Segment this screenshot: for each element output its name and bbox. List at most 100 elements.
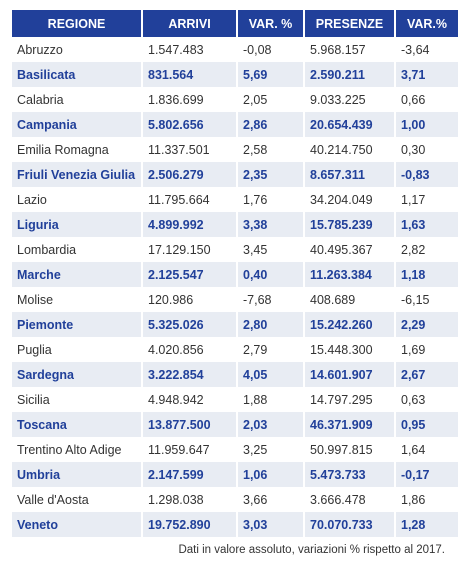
region-cell: Abruzzo <box>17 42 63 57</box>
region-cell: Campania <box>12 112 142 137</box>
table-row: Toscana 13.877.500 2,03 46.371.909 0,95 <box>12 412 458 437</box>
value-cell: 5,69 <box>236 62 304 87</box>
table-row: Veneto 19.752.890 3,03 70.070.733 1,28 <box>12 512 458 537</box>
value-cell: 17.129.150 <box>141 237 237 262</box>
region-cell: Toscana <box>12 412 142 437</box>
value-cell: 70.070.733 <box>303 512 395 537</box>
value-cell: 46.371.909 <box>303 412 395 437</box>
value-cell: 4.899.992 <box>141 212 237 237</box>
table-row: Piemonte 5.325.026 2,80 15.242.260 2,29 <box>12 312 458 337</box>
value-cell: 2,29 <box>394 312 458 337</box>
table-row: Sicilia 4.948.942 1,88 14.797.295 0,63 <box>12 387 458 412</box>
header-cell: PRESENZE <box>303 10 395 37</box>
value-cell: 5.802.656 <box>141 112 237 137</box>
value-cell: 3,71 <box>394 62 458 87</box>
value-cell: 5.968.157 <box>303 37 395 62</box>
value-cell: 2,80 <box>236 312 304 337</box>
value-cell: 5.325.026 <box>141 312 237 337</box>
value-cell: 1,63 <box>394 212 458 237</box>
value-cell: 2,82 <box>394 237 458 262</box>
region-cell: Liguria <box>12 212 142 237</box>
value-cell: 0,63 <box>394 387 458 412</box>
value-cell: 1,86 <box>394 487 458 512</box>
region-cell: Emilia Romagna <box>17 142 109 157</box>
region-cell: Sicilia <box>17 392 50 407</box>
value-cell: 0,30 <box>394 137 458 162</box>
value-cell: 1,17 <box>394 187 458 212</box>
value-cell: 9.033.225 <box>303 87 395 112</box>
value-cell: 0,66 <box>394 87 458 112</box>
value-cell: 2,05 <box>236 87 304 112</box>
footnote: Dati in valore assoluto, variazioni % ri… <box>178 544 445 556</box>
table-row: Basilicata 831.564 5,69 2.590.211 3,71 <box>12 62 458 87</box>
region-cell: Umbria <box>12 462 142 487</box>
value-cell: 11.263.384 <box>303 262 395 287</box>
region-cell: Marche <box>12 262 142 287</box>
value-cell: 1.298.038 <box>141 487 237 512</box>
value-cell: 3,25 <box>236 437 304 462</box>
value-cell: 1,28 <box>394 512 458 537</box>
value-cell: 11.795.664 <box>141 187 237 212</box>
value-cell: -3,64 <box>394 37 458 62</box>
value-cell: 831.564 <box>141 62 237 87</box>
table-row: Friuli Venezia Giulia 2.506.279 2,35 8.657.… <box>12 162 458 187</box>
value-cell: -0,17 <box>394 462 458 487</box>
value-cell: 8.657.311 <box>303 162 395 187</box>
value-cell: 3,38 <box>236 212 304 237</box>
region-cell: Calabria <box>17 92 64 107</box>
value-cell: 3,45 <box>236 237 304 262</box>
value-cell: 15.785.239 <box>303 212 395 237</box>
value-cell: -7,68 <box>236 287 304 312</box>
value-cell: -6,15 <box>394 287 458 312</box>
value-cell: 1,00 <box>394 112 458 137</box>
table-row: Lombardia 17.129.150 3,45 40.495.367 2,82 <box>12 237 458 262</box>
value-cell: 0,40 <box>236 262 304 287</box>
value-cell: 1,88 <box>236 387 304 412</box>
table-body: Abruzzo 1.547.483 -0,08 5.968.157 -3,64 Basil… <box>12 37 458 537</box>
value-cell: 2,58 <box>236 137 304 162</box>
table-row: Abruzzo 1.547.483 -0,08 5.968.157 -3,64 <box>12 37 458 62</box>
table-row: Calabria 1.836.699 2,05 9.033.225 0,66 <box>12 87 458 112</box>
value-cell: 2,86 <box>236 112 304 137</box>
value-cell: 1.547.483 <box>141 37 237 62</box>
data-table: REGIONE ARRIVI VAR. % PRESENZE VAR.% Abruzzo… <box>12 10 458 537</box>
value-cell: 40.495.367 <box>303 237 395 262</box>
value-cell: 3,03 <box>236 512 304 537</box>
value-cell: 0,95 <box>394 412 458 437</box>
value-cell: 2,67 <box>394 362 458 387</box>
value-cell: 3.222.854 <box>141 362 237 387</box>
value-cell: -0,83 <box>394 162 458 187</box>
value-cell: 11.959.647 <box>141 437 237 462</box>
value-cell: 40.214.750 <box>303 137 395 162</box>
header-row: REGIONE ARRIVI VAR. % PRESENZE VAR.% <box>12 10 458 37</box>
region-cell: Molise <box>17 292 54 307</box>
region-cell: Friuli Venezia Giulia <box>12 162 142 187</box>
value-cell: 20.654.439 <box>303 112 395 137</box>
region-cell: Piemonte <box>12 312 142 337</box>
header-cell: VAR.% <box>394 10 458 37</box>
table-row: Sardegna 3.222.854 4,05 14.601.907 2,67 <box>12 362 458 387</box>
value-cell: 19.752.890 <box>141 512 237 537</box>
region-cell: Puglia <box>17 342 52 357</box>
value-cell: 1,18 <box>394 262 458 287</box>
table-row: Umbria 2.147.599 1,06 5.473.733 -0,17 <box>12 462 458 487</box>
table-row: Liguria 4.899.992 3,38 15.785.239 1,63 <box>12 212 458 237</box>
value-cell: 2.506.279 <box>141 162 237 187</box>
region-cell: Veneto <box>12 512 142 537</box>
value-cell: 4.020.856 <box>141 337 237 362</box>
header-cell: REGIONE <box>12 10 142 37</box>
region-cell: Valle d'Aosta <box>17 492 89 507</box>
value-cell: 2.147.599 <box>141 462 237 487</box>
value-cell: 14.601.907 <box>303 362 395 387</box>
value-cell: 1,06 <box>236 462 304 487</box>
value-cell: 5.473.733 <box>303 462 395 487</box>
value-cell: 2,03 <box>236 412 304 437</box>
value-cell: 4.948.942 <box>141 387 237 412</box>
value-cell: 2.590.211 <box>303 62 395 87</box>
value-cell: 1,76 <box>236 187 304 212</box>
region-cell: Trentino Alto Adige <box>17 442 122 457</box>
region-cell: Sardegna <box>12 362 142 387</box>
value-cell: 3.666.478 <box>303 487 395 512</box>
value-cell: 50.997.815 <box>303 437 395 462</box>
